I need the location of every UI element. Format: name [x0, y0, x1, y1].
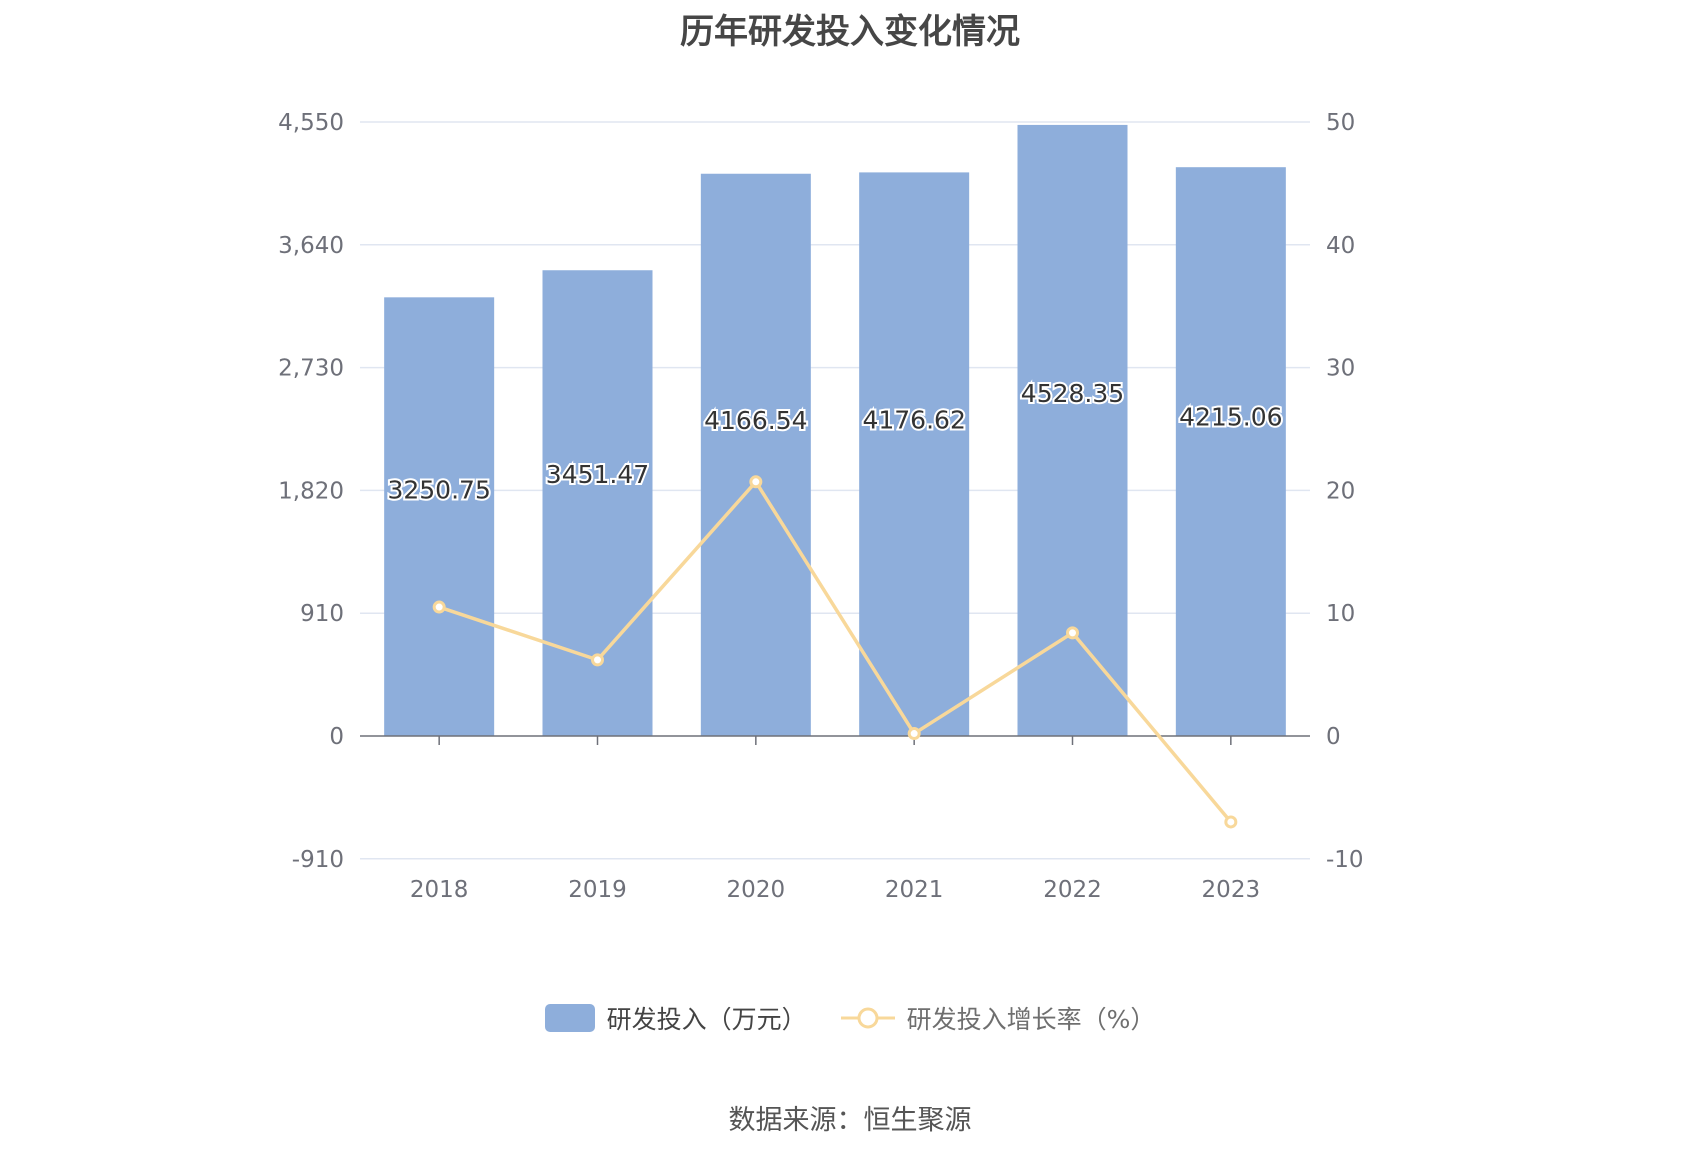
chart-title: 历年研发投入变化情况 — [680, 12, 1020, 52]
bar-value-label: 3250.75 — [387, 475, 490, 504]
y-left-tick-label: 2,730 — [278, 356, 344, 382]
bar-value-label: 4215.06 — [1179, 402, 1282, 431]
x-tick-label: 2023 — [1202, 877, 1261, 903]
y-left-tick-label: -910 — [292, 847, 344, 873]
growth-point — [432, 600, 446, 614]
bar — [1175, 167, 1286, 737]
growth-point — [749, 475, 763, 489]
growth-point — [1224, 815, 1238, 829]
y-right-tick-label: -10 — [1326, 847, 1364, 873]
bar — [700, 173, 811, 736]
y-left-tick-label: 4,550 — [278, 110, 344, 136]
x-tick-label: 2020 — [727, 877, 786, 903]
y-right-tick-label: 40 — [1326, 233, 1355, 259]
y-left-tick-label: 910 — [300, 601, 344, 627]
y-right-tick-label: 50 — [1326, 110, 1355, 136]
line-series — [432, 475, 1238, 829]
growth-point — [1066, 626, 1079, 640]
grid-lines — [360, 121, 1310, 860]
legend-bar-swatch — [544, 1004, 595, 1032]
x-tick-label: 2022 — [1043, 877, 1102, 903]
y-left-tick-label: 1,820 — [278, 478, 344, 504]
bar — [1017, 124, 1128, 736]
x-tick-label: 2018 — [410, 877, 469, 903]
legend-label-bar: 研发投入（万元） — [606, 1005, 807, 1034]
source-note: 数据来源：恒生聚源 — [728, 1105, 972, 1136]
x-tick-label: 2019 — [568, 877, 627, 903]
y-right-tick-label: 20 — [1326, 478, 1355, 504]
y-left-tick-label: 0 — [329, 724, 344, 750]
y-right-tick-label: 10 — [1326, 601, 1355, 627]
bar-value-label: 3451.47 — [546, 460, 649, 489]
data-labels: 3250.75 3451.47 4166.54 4176.62 4528.35 4215.… — [385, 377, 1284, 507]
bar — [859, 172, 970, 736]
legend-label-line: 研发投入增长率（%） — [906, 1005, 1156, 1034]
growth-point — [591, 653, 604, 667]
legend: 研发投入（万元） 研发投入增长率（%） — [0, 1000, 1700, 1036]
growth-point — [907, 727, 921, 741]
axes: -910 0 910 1,820 2,730 3,640 4,550 -10 0 10 20 30 40… — [278, 110, 1363, 903]
bar-value-label: 4528.35 — [1021, 379, 1124, 408]
x-tick-label: 2021 — [885, 877, 944, 903]
legend-item-line[interactable]: 研发投入增长率（%） — [840, 1000, 1156, 1036]
y-right-tick-label: 0 — [1326, 724, 1341, 750]
bar-value-label: 4176.62 — [862, 405, 965, 434]
bar-series — [384, 124, 1286, 737]
y-right-tick-label: 30 — [1326, 356, 1355, 382]
bar — [384, 297, 495, 736]
y-left-tick-label: 3,640 — [278, 233, 344, 259]
growth-line — [438, 480, 1233, 824]
bar-value-label: 4166.54 — [704, 406, 807, 435]
legend-item-bar[interactable]: 研发投入（万元） — [544, 1000, 807, 1036]
legend-line-swatch — [840, 1007, 895, 1029]
